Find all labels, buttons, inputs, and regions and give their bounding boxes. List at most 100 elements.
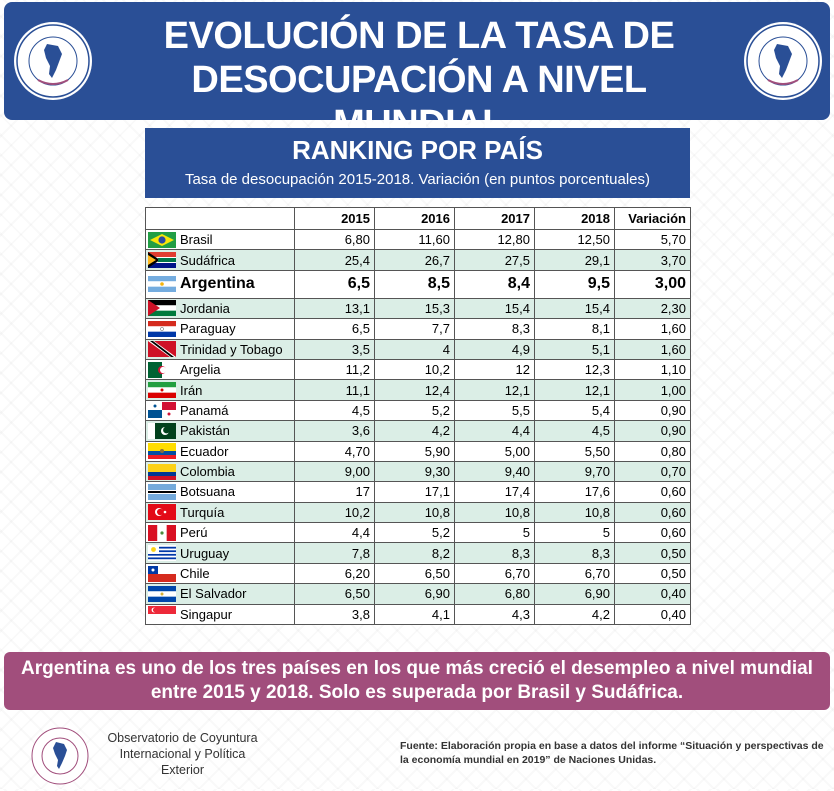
flag-cell [145, 420, 178, 442]
page-title: EVOLUCIÓN DE LA TASA DE DESOCUPACIÓN A N… [119, 14, 719, 146]
flag-cell [145, 460, 178, 483]
table-row: Pakistán 3,6 4,2 4,4 4,5 0,90 [145, 420, 691, 442]
value-cell-2018: 12,50 [534, 228, 615, 251]
footer-org-line-2: Internacional y Política [119, 747, 246, 761]
table-row: Colombia 9,00 9,30 9,40 9,70 0,70 [145, 460, 691, 483]
ranking-title-box: RANKING POR PAÍS Tasa de desocupación 20… [145, 128, 690, 198]
value-cell-2016: 10,8 [374, 501, 455, 524]
country-cell: Jordania [178, 297, 295, 320]
observatory-logo-right [744, 22, 822, 100]
table-row: Argelia 11,2 10,2 12 12,3 1,10 [145, 358, 691, 381]
value-cell-2018: 15,4 [534, 297, 615, 320]
table-row: Sudáfrica 25,4 26,7 27,5 29,1 3,70 [145, 249, 691, 271]
flag-ecuador-icon [148, 443, 176, 460]
value-cell-2015: 3,6 [294, 420, 375, 442]
value-cell-2017: 12 [454, 358, 535, 381]
value-cell-2018: 9,5 [534, 269, 615, 299]
value-cell-2018: 12,3 [534, 358, 615, 381]
value-cell-variaci-n: 0,50 [614, 562, 691, 585]
value-cell-2017: 12,80 [454, 228, 535, 251]
flag-uruguay-icon [148, 545, 176, 562]
flag-sudafrica-icon [148, 252, 176, 269]
table-row: Perú 4,4 5,2 5 5 0,60 [145, 522, 691, 544]
value-cell-variaci-n: 0,70 [614, 460, 691, 483]
value-cell-2017: 15,4 [454, 297, 535, 320]
flag-cell [145, 562, 178, 585]
table-row: Chile 6,20 6,50 6,70 6,70 0,50 [145, 562, 691, 585]
highlight-note: Argentina es uno de los tres países en l… [4, 652, 830, 710]
value-cell-2018: 10,8 [534, 501, 615, 524]
value-cell-2017: 8,3 [454, 542, 535, 564]
value-cell-2017: 5 [454, 522, 535, 544]
value-cell-variaci-n: 0,40 [614, 603, 691, 626]
flag-cell [145, 481, 178, 503]
flag-cell [145, 603, 178, 626]
table-row: Paraguay 6,5 7,7 8,3 8,1 1,60 [145, 318, 691, 340]
flag-cell [145, 440, 178, 462]
value-cell-variaci-n: 1,60 [614, 318, 691, 340]
flag-cell [145, 522, 178, 544]
value-cell-2018: 4,5 [534, 420, 615, 442]
value-cell-2018: 17,6 [534, 481, 615, 503]
value-cell-variaci-n: 0,80 [614, 440, 691, 462]
value-cell-variaci-n: 3,00 [614, 269, 691, 299]
flag-cell [145, 297, 178, 320]
country-cell: Argelia [178, 358, 295, 381]
value-cell-variaci-n: 5,70 [614, 228, 691, 251]
value-cell-2018: 5,1 [534, 338, 615, 360]
value-cell-2018: 5,50 [534, 440, 615, 462]
footer-org-line-1: Observatorio de Coyuntura [107, 731, 258, 745]
value-cell-2016: 9,30 [374, 460, 455, 483]
country-cell: Brasil [178, 228, 295, 251]
flag-singapur-icon [148, 606, 176, 623]
value-cell-2016: 5,2 [374, 399, 455, 422]
table-row: Jordania 13,1 15,3 15,4 15,4 2,30 [145, 297, 691, 320]
country-cell: Chile [178, 562, 295, 585]
value-cell-2016: 17,1 [374, 481, 455, 503]
value-cell-2018: 6,90 [534, 583, 615, 605]
value-cell-variaci-n: 0,50 [614, 542, 691, 564]
flag-chile-icon [148, 565, 176, 582]
value-cell-2018: 6,70 [534, 562, 615, 585]
table-row: Trinidad y Tobago 3,5 4 4,9 5,1 1,60 [145, 338, 691, 360]
flag-cell [145, 358, 178, 381]
country-cell: Turquía [178, 501, 295, 524]
value-cell-2016: 6,50 [374, 562, 455, 585]
value-cell-variaci-n: 0,60 [614, 501, 691, 524]
value-cell-2015: 6,20 [294, 562, 375, 585]
header-2016: 2016 [374, 207, 455, 230]
value-cell-variaci-n: 1,60 [614, 338, 691, 360]
country-cell: Argentina [178, 269, 295, 299]
value-cell-variaci-n: 0,60 [614, 481, 691, 503]
value-cell-2016: 15,3 [374, 297, 455, 320]
country-cell: Irán [178, 379, 295, 401]
country-cell: El Salvador [178, 583, 295, 605]
value-cell-2017: 9,40 [454, 460, 535, 483]
value-cell-2015: 9,00 [294, 460, 375, 483]
flag-cell [145, 338, 178, 360]
value-cell-2015: 3,8 [294, 603, 375, 626]
value-cell-2018: 5,4 [534, 399, 615, 422]
value-cell-variaci-n: 1,00 [614, 379, 691, 401]
country-cell: Ecuador [178, 440, 295, 462]
flag-cell [145, 228, 178, 251]
value-cell-2016: 26,7 [374, 249, 455, 271]
table-body: Brasil 6,80 11,60 12,80 12,50 5,70 Sudáfrica 25… [145, 228, 691, 626]
flag-botsuana-icon [148, 483, 176, 500]
globe-icon [746, 24, 820, 98]
flag-panama-icon [148, 402, 176, 419]
value-cell-2017: 10,8 [454, 501, 535, 524]
value-cell-2016: 5,2 [374, 522, 455, 544]
value-cell-2016: 4 [374, 338, 455, 360]
country-cell: Pakistán [178, 420, 295, 442]
value-cell-2017: 4,3 [454, 603, 535, 626]
title-line-1: EVOLUCIÓN DE LA TASA DE [163, 15, 675, 57]
country-cell: Sudáfrica [178, 249, 295, 271]
header-2017: 2017 [454, 207, 535, 230]
value-cell-2017: 4,4 [454, 420, 535, 442]
country-cell: Singapur [178, 603, 295, 626]
value-cell-2015: 11,2 [294, 358, 375, 381]
country-cell: Panamá [178, 399, 295, 422]
flag-argentina-icon [148, 276, 176, 293]
flag-cell [145, 249, 178, 271]
